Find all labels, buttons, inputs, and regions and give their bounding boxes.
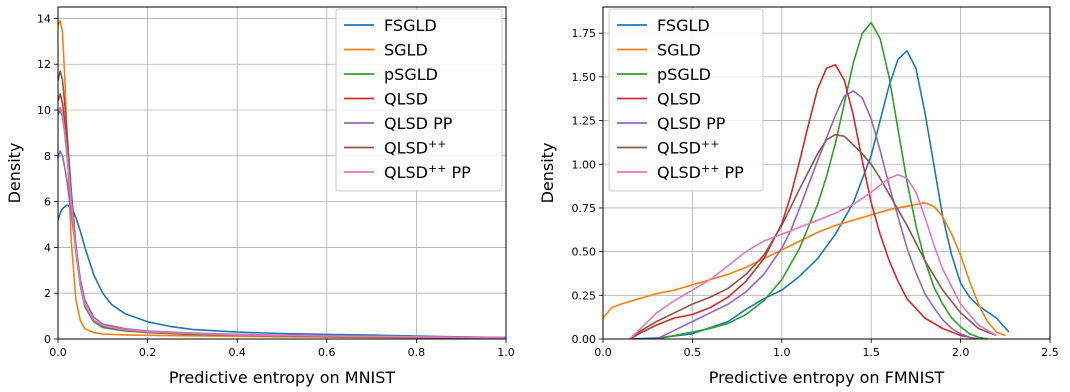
x-tick-label: 0.5 [684, 346, 702, 359]
series-line-6 [629, 133, 997, 339]
legend-label-7: QLSD++ PP [657, 162, 744, 182]
legend-label-6: QLSD++ [657, 138, 719, 158]
y-axis-label: Density [538, 143, 557, 204]
legend-label-2: SGLD [384, 41, 428, 60]
legend-label-3: pSGLD [384, 65, 438, 84]
series-line-2 [603, 201, 1006, 337]
y-tick-label: 14 [37, 12, 51, 25]
x-axis-label: Predictive entropy on FMNIST [709, 368, 945, 387]
y-tick-label: 0.25 [572, 289, 597, 302]
x-axis-label: Predictive entropy on MNIST [169, 368, 396, 387]
x-tick-label: 0.8 [408, 346, 426, 359]
legend-label-6: QLSD++ [384, 138, 446, 158]
plot-frame [602, 6, 1051, 340]
y-tick-label: 6 [44, 196, 51, 209]
series-line-1 [629, 49, 1010, 339]
series-line-7 [58, 106, 506, 339]
y-tick-label: 1.25 [572, 115, 597, 128]
y-tick-label: 1.75 [572, 27, 597, 40]
chart-panel-1: 0.0 0.2 0.4 0.6 0.8 1.0 0 2 4 6 8 10 12 14 Predictive … [5, 6, 515, 387]
legend-label-5: QLSD PP [657, 114, 726, 133]
y-tick-label: 0.75 [572, 202, 597, 215]
y-tick-label: 1.00 [572, 158, 597, 171]
chart-panel-2: 0.0 0.5 1.0 1.5 2.0 2.5 0.00 0.25 0.50 0.75 1.00 1.… [538, 6, 1059, 387]
legend-label-1: FSGLD [657, 16, 710, 35]
series-line-4 [629, 63, 979, 339]
legend-label-4: QLSD [384, 90, 428, 109]
y-tick-label: 0.00 [572, 333, 597, 346]
legend-label-3: pSGLD [657, 65, 711, 84]
y-axis-label: Density [5, 143, 24, 204]
x-tick-label: 0.2 [139, 346, 157, 359]
x-tick-label: 0.4 [228, 346, 246, 359]
legend: FSGLD SGLD pSGLD QLSD QLSD PP QLSD++ QLSD++ PP [608, 8, 764, 192]
x-tick-label: 2.0 [952, 346, 970, 359]
x-tick-label: 2.5 [1041, 346, 1059, 359]
series-line-2 [58, 19, 506, 339]
x-tick-label: 0.0 [49, 346, 67, 359]
series-line-5 [656, 90, 979, 339]
y-tick-label: 8 [44, 150, 51, 163]
x-tick-label: 0.0 [594, 346, 612, 359]
x-tick-label: 0.6 [318, 346, 336, 359]
x-tick-label: 1.0 [497, 346, 515, 359]
y-tick-label: 12 [37, 58, 51, 71]
plot-frame [57, 6, 507, 340]
legend-label-5: QLSD PP [384, 114, 453, 133]
legend-box [608, 8, 764, 192]
series-line-1 [58, 204, 506, 339]
x-tick-label: 1.0 [773, 346, 791, 359]
legend-label-7: QLSD++ PP [384, 162, 471, 182]
legend: FSGLD SGLD pSGLD QLSD QLSD PP QLSD++ QLSD++ PP [335, 8, 503, 192]
legend-box [335, 8, 503, 192]
series-line-3 [656, 21, 988, 339]
y-tick-label: 4 [44, 241, 51, 254]
y-tick-label: 0.50 [572, 246, 597, 259]
legend-label-2: SGLD [657, 41, 701, 60]
y-tick-label: 0 [44, 333, 51, 346]
y-tick-label: 10 [37, 104, 51, 117]
x-tick-label: 1.5 [862, 346, 880, 359]
legend-label-4: QLSD [657, 90, 701, 109]
series-line-7 [629, 173, 997, 339]
y-tick-label: 2 [44, 287, 51, 300]
legend-label-1: FSGLD [384, 16, 437, 35]
y-tick-label: 1.50 [572, 71, 597, 84]
